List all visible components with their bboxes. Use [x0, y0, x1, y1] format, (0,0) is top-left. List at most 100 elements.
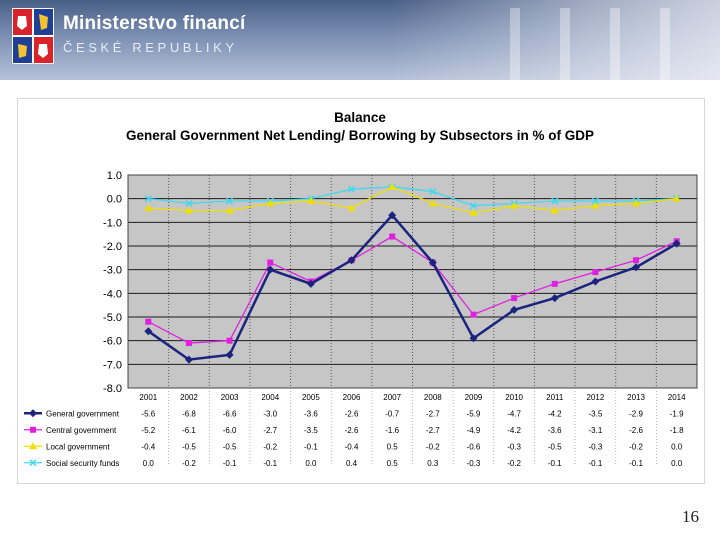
x-tick-label: 2007 — [383, 393, 401, 402]
x-tick-label: 2006 — [343, 393, 361, 402]
chart-subtitle: General Government Net Lending/ Borrowin… — [125, 128, 595, 143]
y-tick-label: 0.0 — [107, 194, 122, 206]
data-point-central — [511, 295, 518, 302]
data-point-local — [225, 206, 234, 214]
x-tick-label: 2011 — [546, 393, 564, 402]
data-point-social — [226, 197, 234, 205]
data-point-general — [632, 263, 641, 272]
legend-label: Social security funds — [46, 459, 119, 468]
data-point-local — [672, 194, 681, 202]
data-point-local — [144, 204, 153, 212]
data-point-social — [429, 188, 437, 196]
data-table-cell: -6.6 — [223, 409, 237, 418]
data-table-cell: -0.2 — [507, 459, 521, 468]
data-point-general — [672, 239, 681, 248]
data-table-cell: -5.9 — [467, 409, 481, 418]
data-point-social — [591, 197, 599, 205]
x-tick-label: 2005 — [302, 393, 320, 402]
data-point-local — [469, 208, 478, 216]
data-table-cell: 0.5 — [387, 442, 399, 451]
ministry-title: Ministerstvo financí — [63, 13, 246, 34]
data-table-cell: -1.6 — [385, 426, 399, 435]
data-table-cell: -2.7 — [263, 426, 277, 435]
data-table-cell: 0.0 — [305, 459, 317, 468]
data-point-local — [347, 204, 356, 212]
data-table-cell: -6.8 — [182, 409, 196, 418]
data-point-social — [348, 185, 356, 193]
legend-label: Local government — [46, 442, 110, 451]
data-table-cell: 0.3 — [427, 459, 439, 468]
data-table-cell: -0.1 — [223, 459, 237, 468]
y-tick-label: 1.0 — [107, 170, 122, 182]
data-point-general — [469, 334, 478, 343]
data-table-cell: -3.6 — [304, 409, 318, 418]
y-tick-label: -4.0 — [103, 288, 122, 300]
data-point-central — [267, 259, 274, 266]
data-table-cell: -1.8 — [670, 426, 684, 435]
data-point-general — [550, 294, 559, 303]
data-point-central — [592, 269, 599, 276]
data-point-general — [225, 350, 234, 359]
data-point-local — [184, 206, 193, 214]
data-table-cell: -6.0 — [223, 426, 237, 435]
y-tick-label: -2.0 — [103, 241, 122, 253]
data-table-cell: -4.2 — [548, 409, 562, 418]
data-table-cell: -6.1 — [182, 426, 196, 435]
data-point-social — [144, 195, 152, 203]
data-table-cell: 0.5 — [387, 459, 399, 468]
x-tick-label: 2013 — [627, 393, 645, 402]
state-emblem-icon — [12, 8, 54, 64]
x-tick-label: 2001 — [139, 393, 157, 402]
x-tick-label: 2003 — [221, 393, 239, 402]
legend-label: Central government — [46, 426, 117, 435]
data-point-central — [226, 337, 233, 344]
chart-title: Balance — [334, 110, 386, 125]
data-table-cell: -4.2 — [507, 426, 521, 435]
data-point-local — [428, 199, 437, 207]
data-point-general — [306, 279, 315, 288]
data-table-cell: -0.2 — [263, 442, 277, 451]
data-table-cell: -3.5 — [588, 409, 602, 418]
x-tick-label: 2014 — [668, 393, 686, 402]
data-table-cell: -0.1 — [304, 442, 318, 451]
data-table-cell: -2.6 — [345, 409, 359, 418]
page-number: 16 — [682, 507, 699, 526]
data-table-cell: -4.9 — [467, 426, 481, 435]
data-point-general — [184, 355, 193, 364]
x-tick-label: 2010 — [505, 393, 523, 402]
data-point-general — [591, 277, 600, 286]
data-point-local — [550, 206, 559, 214]
legend-label: General government — [46, 409, 120, 418]
data-table-cell: 0.0 — [143, 459, 155, 468]
data-table-cell: -0.1 — [548, 459, 562, 468]
data-table-cell: -2.6 — [629, 426, 643, 435]
data-table-cell: -0.5 — [548, 442, 562, 451]
data-table-cell: 0.0 — [671, 442, 683, 451]
data-point-general — [266, 265, 275, 274]
y-tick-label: -1.0 — [103, 217, 122, 229]
data-table-cell: -0.3 — [467, 459, 481, 468]
data-table-cell: -0.2 — [629, 442, 643, 451]
data-point-social — [185, 199, 193, 207]
data-point-central — [633, 257, 640, 264]
data-table-cell: -0.5 — [182, 442, 196, 451]
data-point-social — [29, 459, 37, 467]
data-table-cell: -0.5 — [223, 442, 237, 451]
data-point-central — [185, 340, 192, 347]
data-table-cell: -3.6 — [548, 426, 562, 435]
data-table-cell: -2.7 — [426, 426, 440, 435]
data-table-cell: -3.0 — [263, 409, 277, 418]
data-point-central — [470, 311, 477, 318]
data-point-central — [389, 233, 396, 240]
data-point-local — [632, 199, 641, 207]
data-table-cell: -0.6 — [467, 442, 481, 451]
ministry-subtitle: ČESKÉ REPUBLIKY — [63, 40, 238, 55]
data-table-cell: -0.1 — [629, 459, 643, 468]
series-line-local-government — [148, 186, 677, 214]
data-point-local — [306, 197, 315, 205]
building-photo — [390, 0, 720, 80]
data-table-cell: -0.2 — [182, 459, 196, 468]
data-point-social — [469, 202, 477, 210]
data-point-general — [29, 409, 37, 418]
